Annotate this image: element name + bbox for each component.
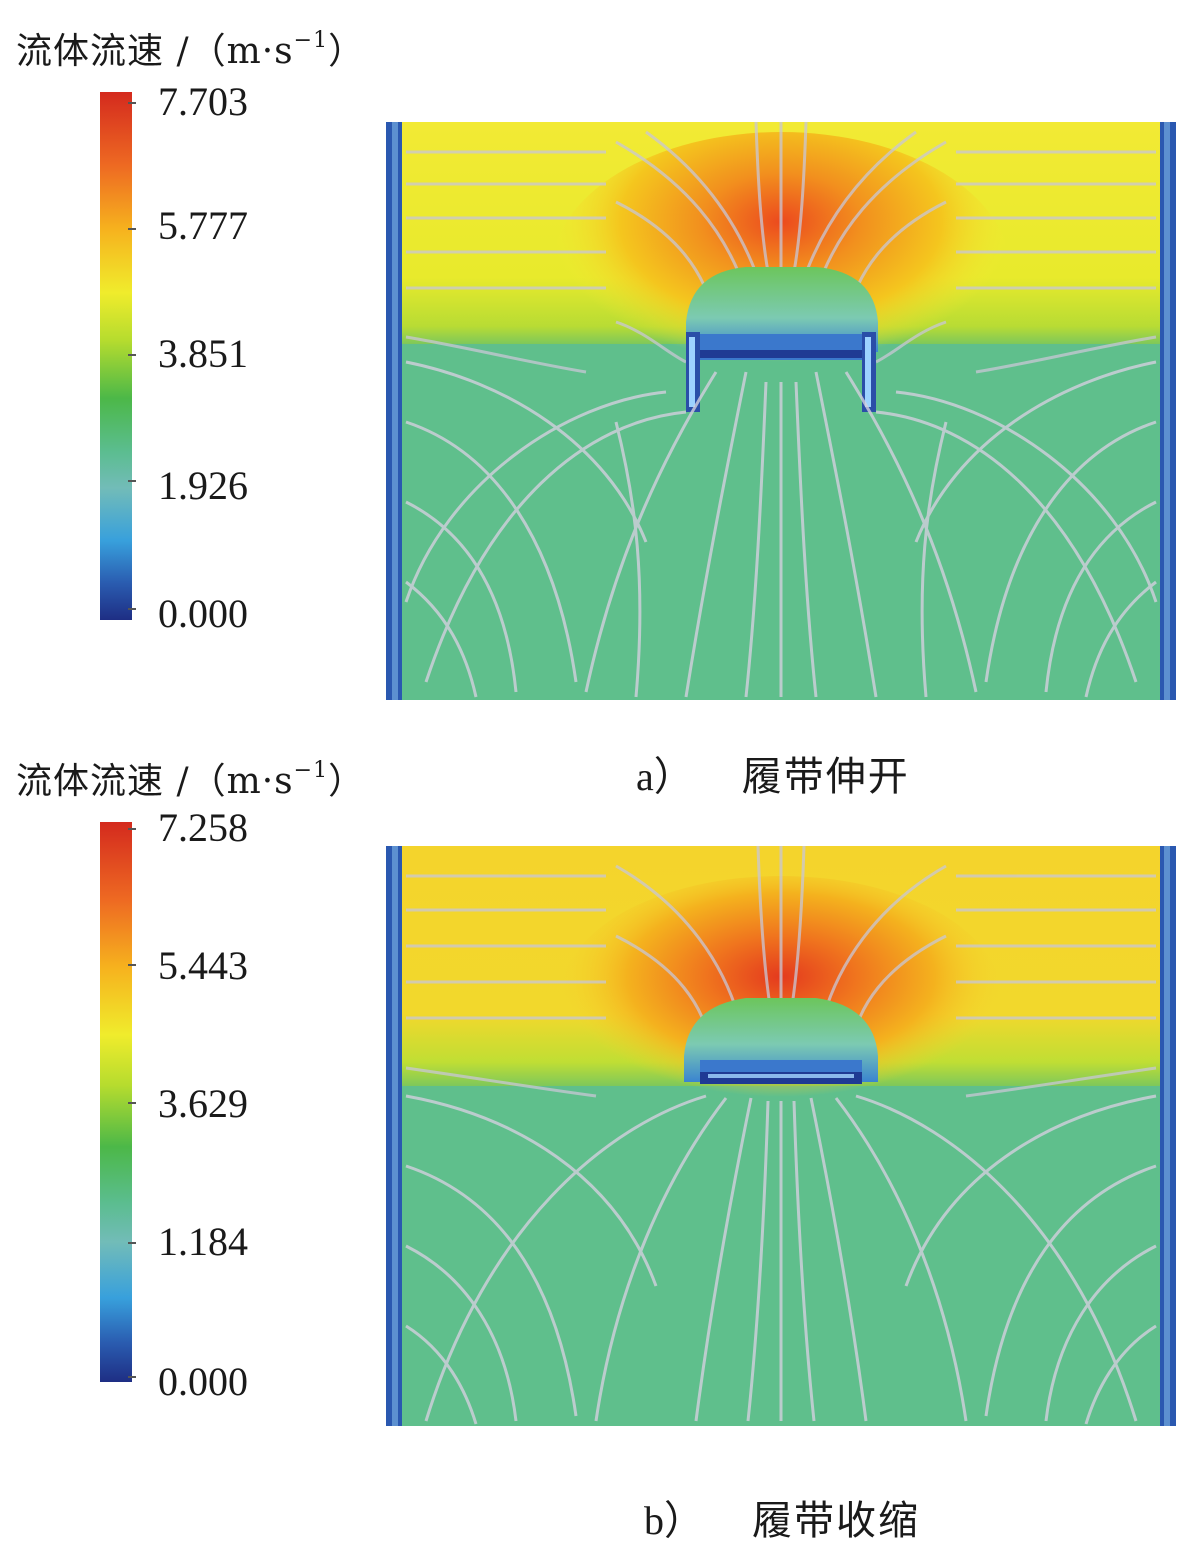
caption-b: b） 履带收缩 bbox=[644, 1488, 920, 1546]
flow-field-a-svg bbox=[386, 122, 1176, 700]
flow-field-b bbox=[386, 846, 1176, 1426]
tick-label: 0.000 bbox=[158, 591, 248, 636]
colorbar-b bbox=[100, 822, 132, 1382]
caption-text: 履带伸开 bbox=[741, 754, 910, 800]
caption-text: 履带收缩 bbox=[752, 1498, 920, 1544]
flow-field-b-svg bbox=[386, 846, 1176, 1426]
colorbar-a bbox=[100, 92, 132, 620]
caption-letter: b） bbox=[644, 1498, 704, 1543]
tick-label: 1.184 bbox=[158, 1219, 248, 1264]
tick-label: 3.629 bbox=[158, 1081, 248, 1126]
tick-label: 0.000 bbox=[158, 1359, 248, 1404]
caption-a: a） 履带伸开 bbox=[636, 744, 910, 802]
legend-title-b: 流体流速 /（m·s−1） bbox=[16, 758, 366, 802]
tick-label: 3.851 bbox=[158, 331, 248, 376]
caption-letter: a） bbox=[636, 754, 694, 799]
tick-label: 5.777 bbox=[158, 203, 248, 248]
legend-title-a: 流体流速 /（m·s−1） bbox=[16, 28, 366, 72]
tick-label: 5.443 bbox=[158, 943, 248, 988]
tick-label: 7.703 bbox=[158, 79, 248, 124]
tick-label: 7.258 bbox=[158, 805, 248, 850]
tick-label: 1.926 bbox=[158, 463, 248, 508]
flow-field-a bbox=[386, 122, 1176, 700]
